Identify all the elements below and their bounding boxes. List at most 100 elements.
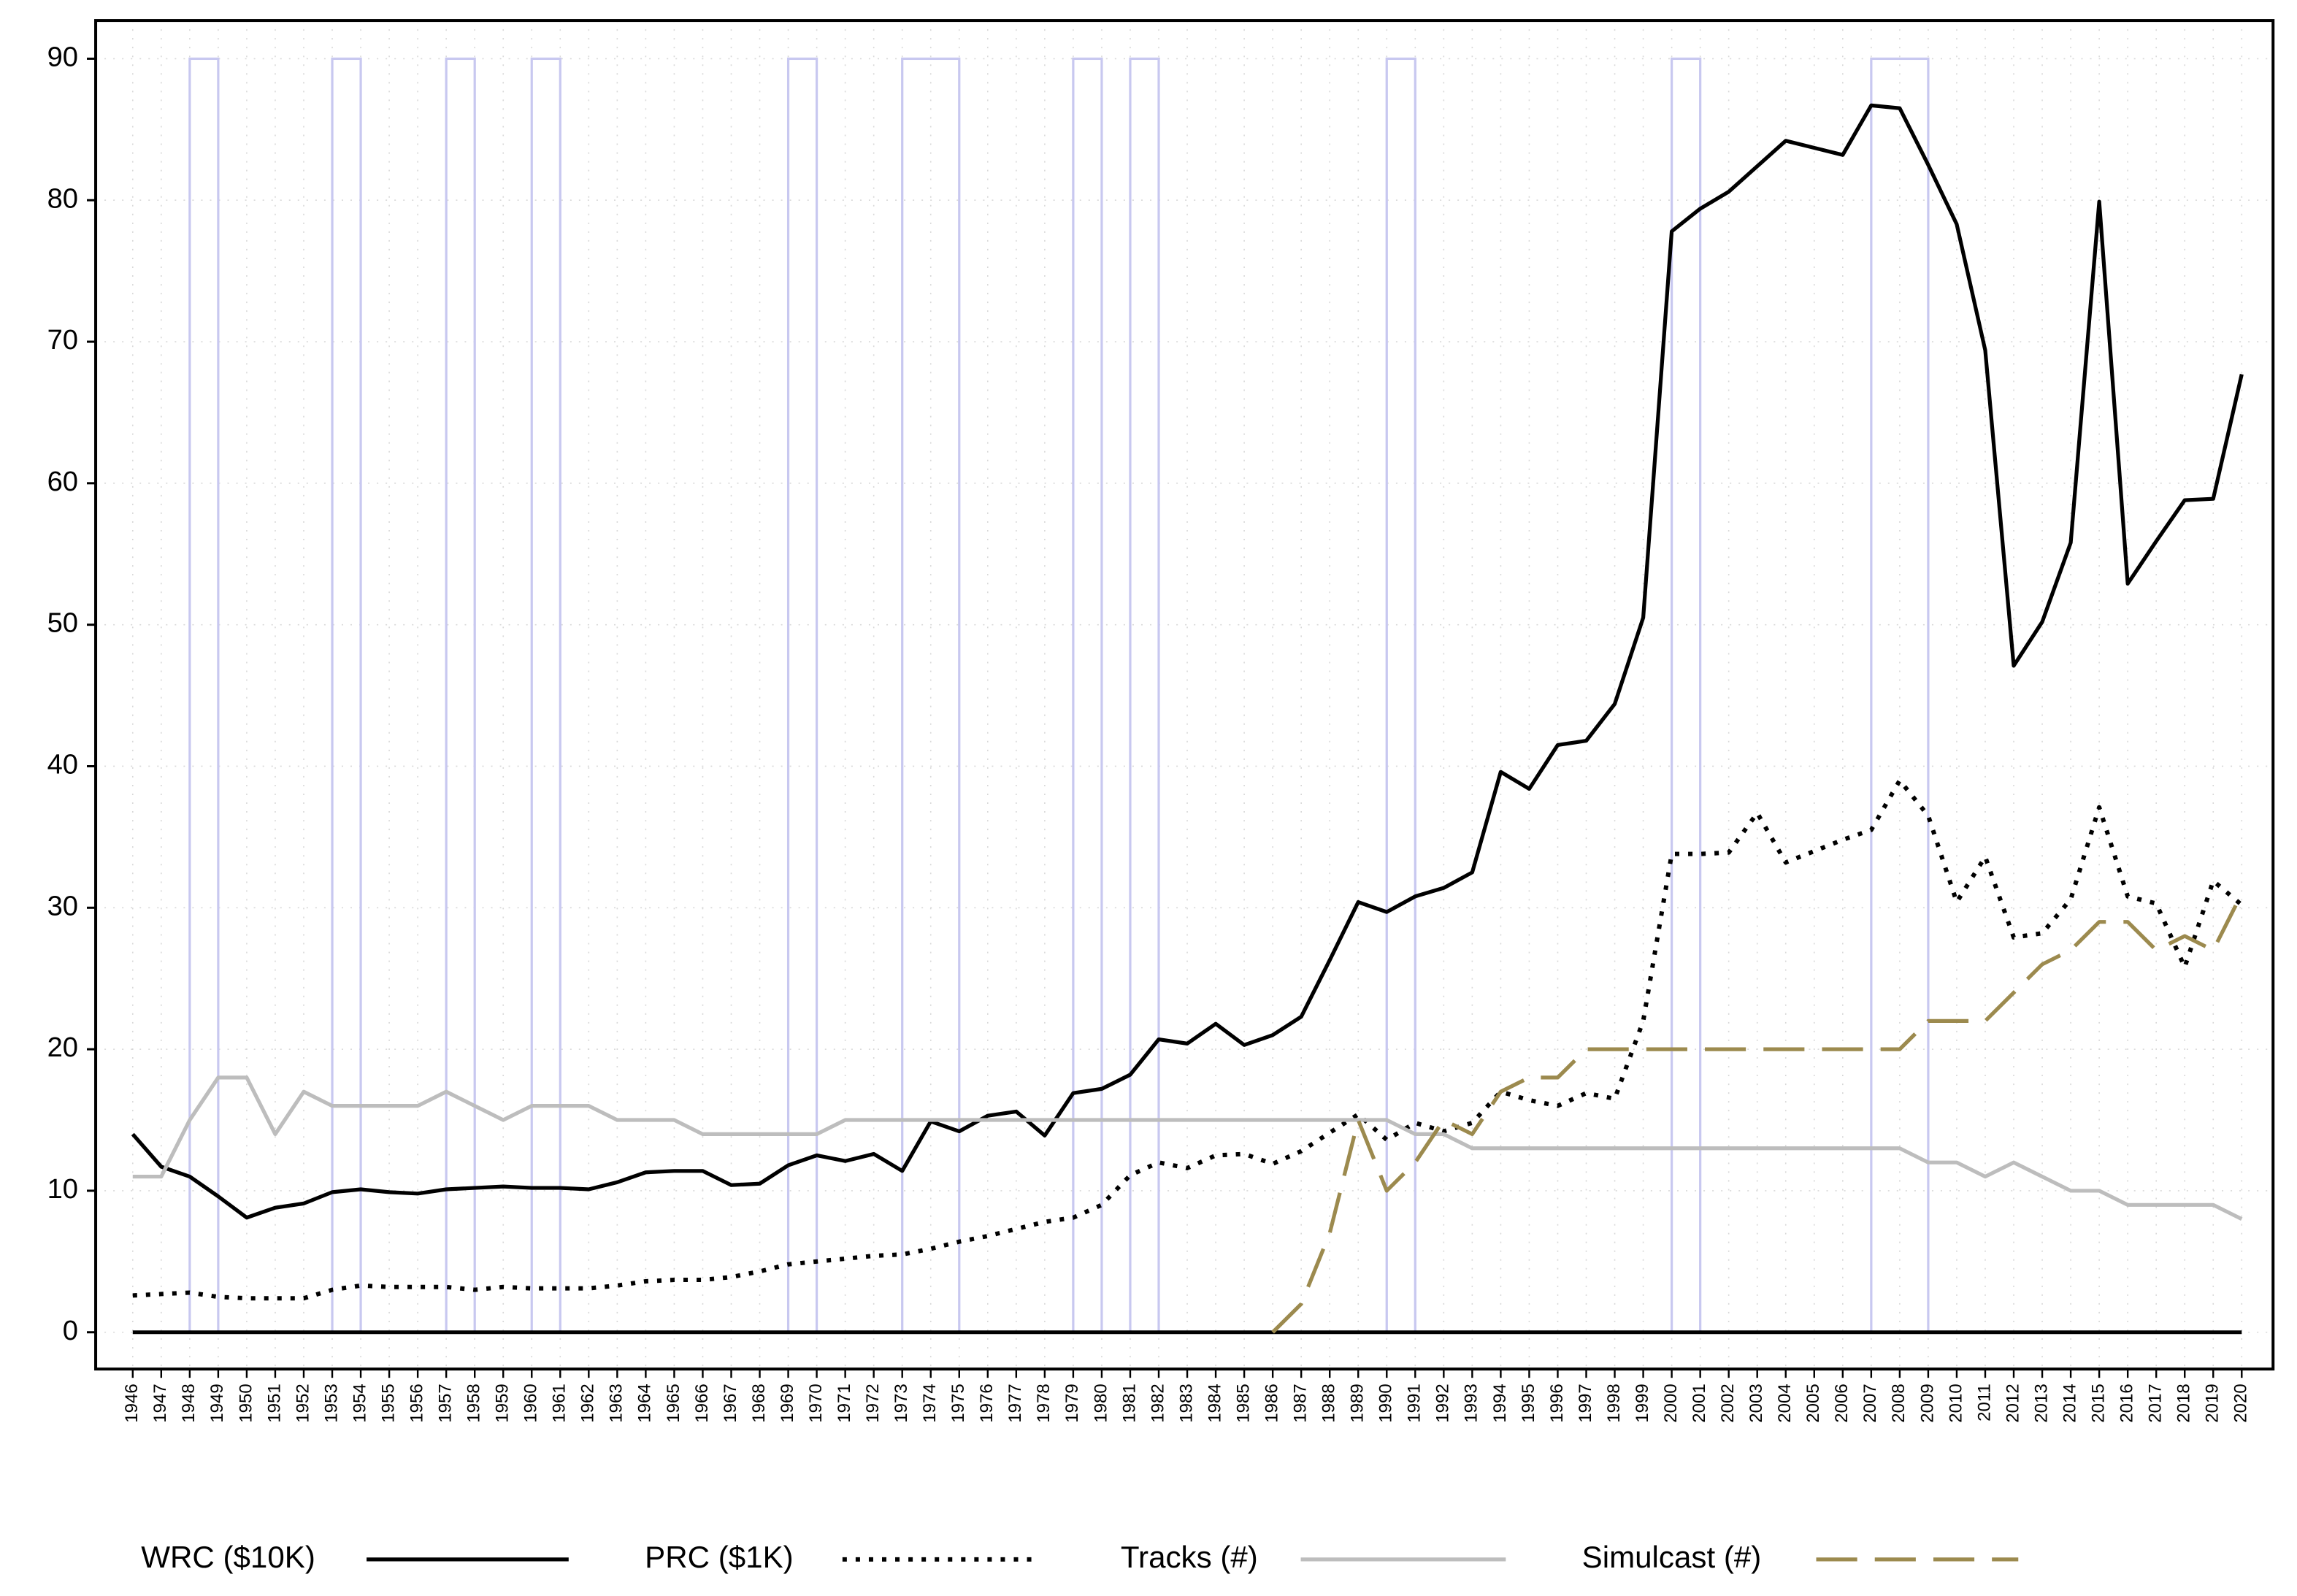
x-tick-label: 2007 [1860, 1384, 1880, 1423]
x-tick-label: 1948 [179, 1384, 199, 1423]
x-tick-label: 1997 [1576, 1384, 1595, 1423]
x-tick-label: 1994 [1490, 1384, 1510, 1423]
x-tick-label: 2005 [1803, 1384, 1823, 1423]
x-tick-label: 1998 [1604, 1384, 1624, 1423]
series-line [131, 103, 2244, 1220]
x-tick-label: 2016 [2117, 1384, 2137, 1423]
plot-frame [94, 19, 2275, 1371]
x-tick-label: 1956 [407, 1384, 426, 1423]
x-tick-label: 1963 [607, 1384, 626, 1423]
y-tick-label: 40 [47, 750, 78, 780]
legend-label: PRC ($1K) [645, 1540, 794, 1574]
x-tick-label: 1981 [1119, 1384, 1139, 1423]
x-tick-label: 1992 [1433, 1384, 1453, 1423]
x-tick-label: 1950 [236, 1384, 256, 1423]
x-tick-label: 1975 [948, 1384, 968, 1423]
x-tick-label: 2002 [1718, 1384, 1738, 1423]
x-tick-label: 1968 [749, 1384, 769, 1423]
series-line [1271, 892, 2244, 1334]
x-tick-label: 1987 [1291, 1384, 1311, 1423]
x-tick-label: 1989 [1348, 1384, 1368, 1423]
x-tick-label: 1955 [378, 1384, 398, 1423]
shaded-period [530, 57, 561, 1334]
x-tick-label: 1985 [1233, 1384, 1253, 1423]
x-tick-label: 2003 [1746, 1384, 1766, 1423]
series-line [132, 778, 2244, 1301]
x-tick-label: 1974 [920, 1384, 940, 1423]
shaded-period [786, 57, 818, 1334]
x-tick-label: 2009 [1917, 1384, 1937, 1423]
x-tick-label: 1982 [1148, 1384, 1167, 1423]
x-tick-label: 2000 [1661, 1384, 1681, 1423]
y-tick-label: 0 [63, 1316, 78, 1346]
x-tick-label: 1991 [1405, 1384, 1424, 1423]
x-tick-label: 1993 [1462, 1384, 1481, 1423]
x-tick-label: 1967 [721, 1384, 740, 1423]
legend-label: Tracks (#) [1121, 1540, 1258, 1574]
x-tick-label: 1988 [1319, 1384, 1339, 1423]
x-tick-label: 2010 [1946, 1384, 1966, 1423]
x-tick-label: 2011 [1974, 1384, 1994, 1422]
x-tick-label: 1983 [1176, 1384, 1196, 1423]
legend-label: Simulcast (#) [1582, 1540, 1762, 1574]
x-tick-label: 1960 [521, 1384, 541, 1423]
shaded-period [1129, 57, 1160, 1334]
shaded-period [1385, 57, 1416, 1334]
shaded-period [1072, 57, 1103, 1334]
x-tick-label: 2012 [2003, 1384, 2022, 1423]
x-tick-label: 1979 [1062, 1384, 1082, 1423]
x-tick-label: 1969 [778, 1384, 797, 1423]
x-tick-label: 1971 [835, 1384, 854, 1423]
x-tick-label: 2015 [2088, 1384, 2108, 1423]
x-tick-label: 2014 [2060, 1384, 2079, 1423]
y-tick-label: 80 [47, 183, 78, 214]
y-tick-label: 20 [47, 1032, 78, 1063]
x-tick-label: 1954 [350, 1384, 369, 1423]
x-tick-label: 1962 [578, 1384, 598, 1423]
x-tick-label: 1958 [464, 1384, 484, 1423]
x-tick-label: 1977 [1005, 1384, 1025, 1423]
x-tick-label: 1976 [977, 1384, 997, 1423]
x-tick-label: 1973 [891, 1384, 911, 1423]
y-tick-label: 90 [47, 42, 78, 72]
x-tick-label: 1984 [1205, 1384, 1224, 1423]
x-tick-label: 1996 [1547, 1384, 1567, 1423]
x-tick-label: 1965 [664, 1384, 683, 1423]
x-tick-label: 1966 [692, 1384, 712, 1423]
y-tick-label: 30 [47, 891, 78, 921]
legend-label: WRC ($10K) [141, 1540, 315, 1574]
shaded-period [445, 57, 476, 1334]
x-tick-label: 1947 [150, 1384, 170, 1423]
x-tick-label: 2017 [2146, 1384, 2166, 1423]
x-tick-label: 1951 [264, 1384, 284, 1423]
x-tick-label: 2004 [1775, 1384, 1795, 1423]
x-tick-label: 1990 [1376, 1384, 1396, 1423]
x-tick-label: 1959 [493, 1384, 513, 1423]
y-tick-label: 10 [47, 1174, 78, 1205]
x-tick-label: 1946 [122, 1384, 142, 1423]
x-tick-label: 1949 [207, 1384, 227, 1423]
series-line [132, 1075, 2243, 1221]
x-tick-label: 2018 [2174, 1384, 2194, 1423]
shaded-period [188, 57, 220, 1334]
x-tick-label: 2020 [2231, 1384, 2251, 1423]
x-tick-label: 1986 [1262, 1384, 1281, 1423]
y-tick-label: 60 [47, 467, 78, 497]
x-tick-label: 2006 [1832, 1384, 1852, 1423]
x-tick-label: 1995 [1519, 1384, 1538, 1423]
x-tick-label: 1964 [635, 1384, 655, 1423]
x-tick-label: 1970 [806, 1384, 826, 1423]
x-tick-label: 1953 [321, 1384, 341, 1423]
shaded-period [331, 57, 362, 1334]
y-tick-label: 70 [47, 325, 78, 356]
x-tick-label: 1978 [1034, 1384, 1054, 1423]
x-tick-label: 2019 [2203, 1384, 2223, 1423]
x-tick-label: 2008 [1889, 1384, 1909, 1423]
x-tick-label: 1952 [293, 1384, 312, 1423]
x-tick-label: 2001 [1690, 1384, 1709, 1423]
y-tick-label: 50 [47, 608, 78, 639]
shaded-period [1671, 57, 1702, 1334]
x-tick-label: 1980 [1091, 1384, 1111, 1423]
